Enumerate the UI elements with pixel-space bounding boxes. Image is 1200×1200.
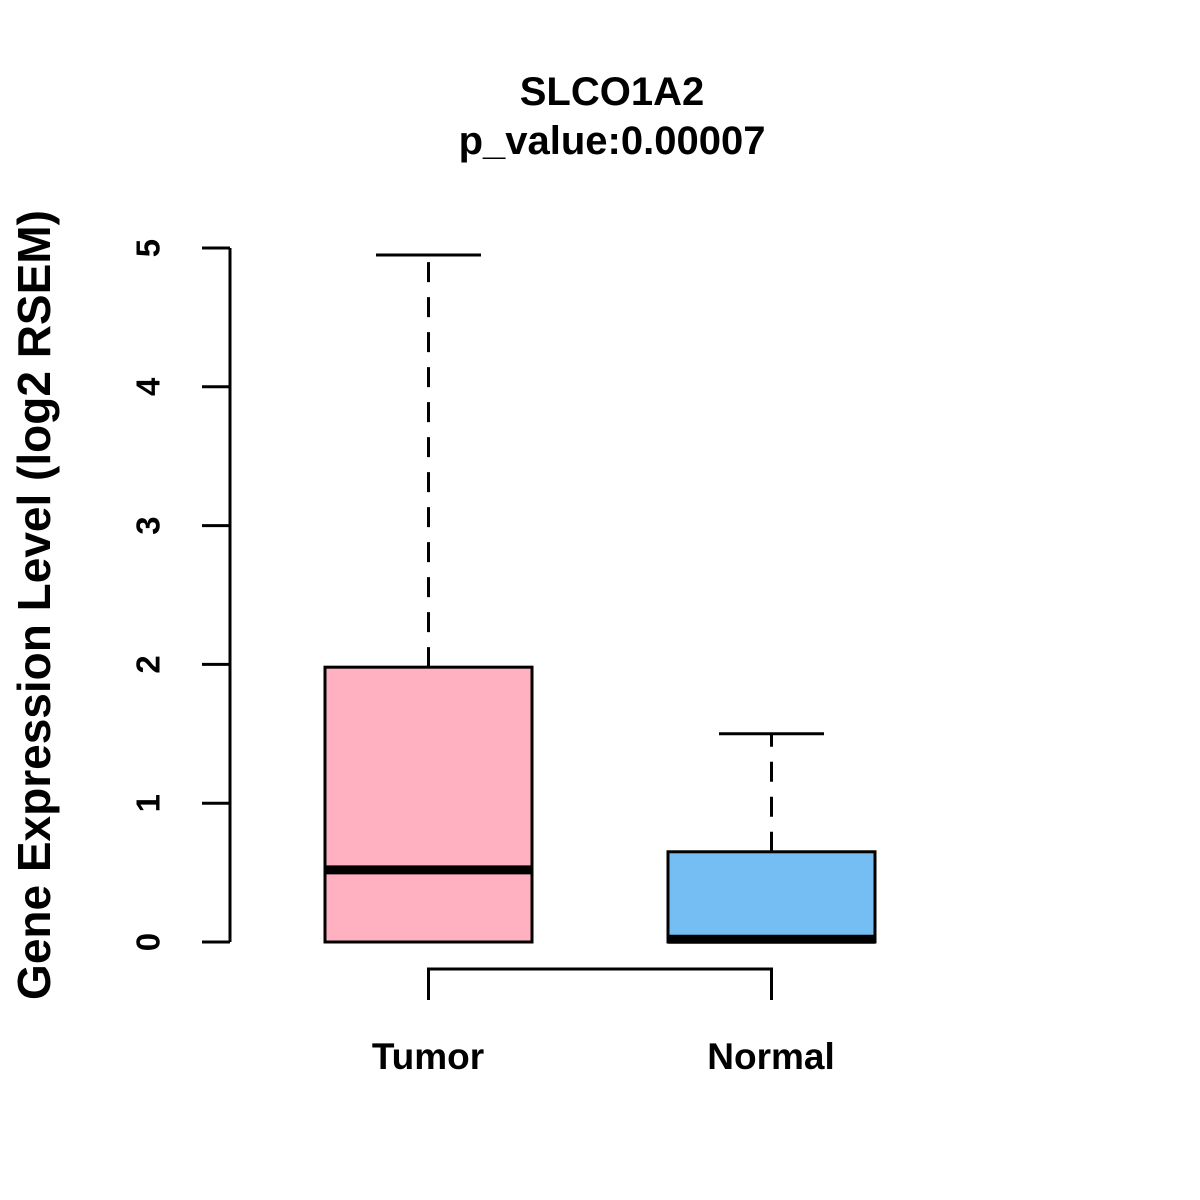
chart-title-block: SLCO1A2 p_value:0.00007 bbox=[212, 68, 1012, 166]
y-tick-label: 2 bbox=[130, 655, 167, 673]
normal-box bbox=[666, 850, 877, 944]
x-label-tumor: Tumor bbox=[371, 1036, 485, 1077]
tumor-box bbox=[323, 665, 534, 944]
y-tick-label: 4 bbox=[130, 377, 167, 396]
y-tick-label: 5 bbox=[130, 239, 167, 257]
y-axis-title: Gene Expression Level (log2 RSEM) bbox=[8, 210, 60, 1000]
p-value-subtitle: p_value:0.00007 bbox=[458, 119, 766, 164]
comparison-bracket bbox=[427, 967, 773, 1000]
y-tick-label: 1 bbox=[130, 794, 167, 812]
y-tick-label: 0 bbox=[130, 933, 167, 951]
x-label-normal: Normal bbox=[707, 1036, 835, 1077]
y-tick-label: 3 bbox=[130, 516, 167, 534]
gene-title: SLCO1A2 bbox=[519, 70, 705, 114]
